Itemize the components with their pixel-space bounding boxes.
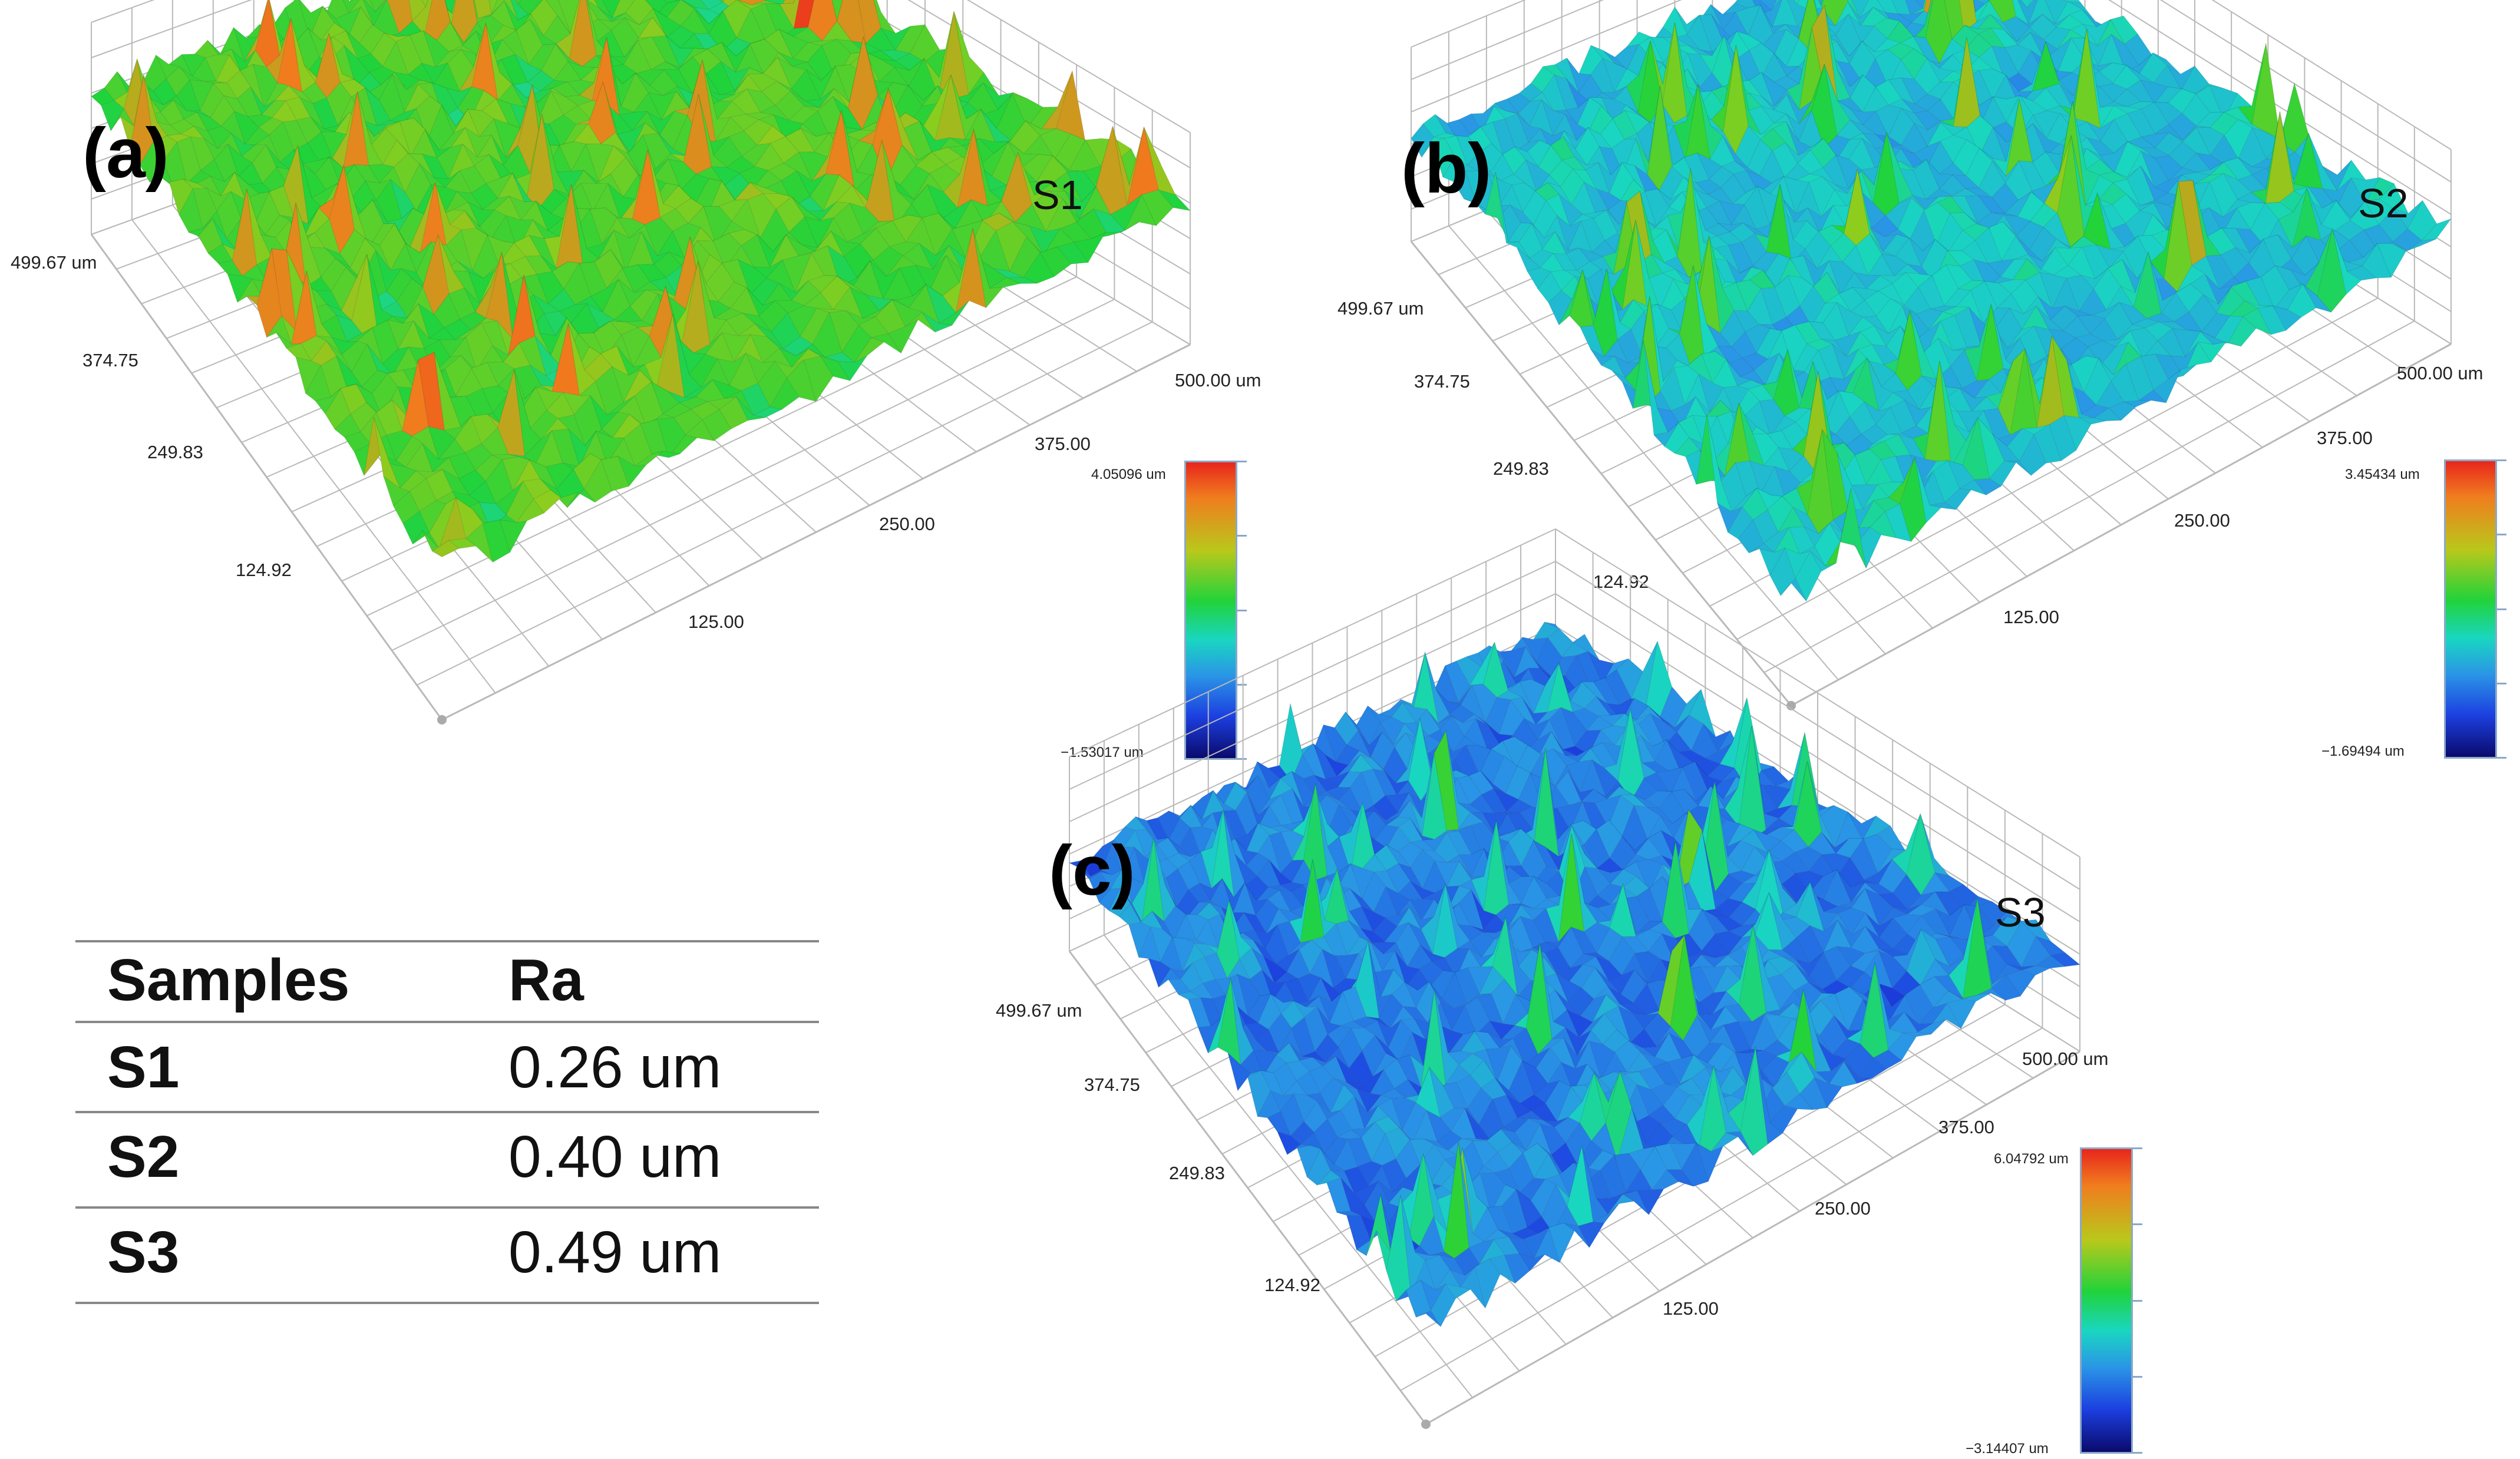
panel-c-sample-label: S3	[1995, 889, 2046, 935]
panel-b-surface	[1411, 0, 2452, 602]
panel-a-scale-min: −1.53017 um	[1061, 745, 1144, 760]
panel-b-x-tick-1: 500.00 um	[2397, 363, 2483, 383]
panel-b-letter: (b)	[1401, 129, 1492, 208]
colorbar-tick	[2497, 459, 2506, 461]
panel-a-sample-label: S1	[1032, 172, 1083, 218]
table-row-1-sample: S1	[107, 1034, 180, 1100]
panel-b-y-tick-2: 374.75	[1414, 371, 1470, 392]
panel-c-x-tick-3: 250.00	[1815, 1198, 1871, 1219]
colorbar-tick	[2133, 1376, 2142, 1378]
table-row-2-sample: S2	[107, 1124, 180, 1190]
panel-a-letter: (a)	[82, 114, 169, 193]
colorbar-tick	[1237, 684, 1247, 686]
colorbar-tick	[2497, 683, 2506, 684]
panel-c-x-tick-1: 500.00 um	[2022, 1048, 2109, 1069]
table-row-1-ra: 0.26 um	[508, 1034, 722, 1100]
panel-b-y-tick-3: 249.83	[1493, 458, 1549, 479]
panel-a-x-tick-4: 125.00	[688, 611, 744, 632]
panel-b-sample-label: S2	[2358, 180, 2409, 226]
table-header-ra: Ra	[508, 947, 584, 1013]
table-top-rule	[75, 940, 819, 942]
table-header-rule	[75, 1021, 819, 1023]
panel-b-y-tick-1: 499.67 um	[1337, 298, 1424, 319]
panel-a-y-tick-3: 249.83	[147, 442, 203, 462]
table-header-samples: Samples	[107, 947, 350, 1013]
colorbar-tick	[2497, 608, 2506, 610]
table-row-rule-2	[75, 1206, 819, 1209]
panel-b-scale-max: 3.45434 um	[2345, 467, 2420, 482]
panel-c-scale-max: 6.04792 um	[1994, 1151, 2069, 1167]
colorbar-tick	[2133, 1300, 2142, 1302]
panel-b-scale-min: −1.69494 um	[2321, 743, 2405, 759]
panel-b-x-tick-2: 375.00	[2317, 428, 2373, 448]
panel-a-y-tick-1: 499.67 um	[11, 252, 97, 273]
table-row-2-ra: 0.40 um	[508, 1124, 722, 1190]
panel-b-colorbar	[2444, 459, 2497, 759]
table-row-3-ra: 0.49 um	[508, 1219, 722, 1285]
panel-c-surface	[1068, 621, 2081, 1328]
colorbar-tick	[1237, 758, 1247, 760]
colorbar-tick	[2133, 1223, 2142, 1225]
panel-a-surface	[91, 0, 1191, 563]
panel-c-y-tick-4: 124.92	[1264, 1275, 1320, 1295]
panel-b-x-tick-4: 125.00	[2003, 607, 2059, 627]
colorbar-tick	[1237, 610, 1247, 611]
panel-c-x-tick-4: 125.00	[1663, 1298, 1719, 1319]
panel-a-y-tick-2: 374.75	[82, 350, 138, 370]
panel-a-scale-max: 4.05096 um	[1091, 467, 1166, 482]
panel-c-letter: (c)	[1049, 831, 1135, 910]
panel-a-x-tick-1: 500.00 um	[1175, 370, 1261, 391]
panel-c-x-tick-2: 375.00	[1938, 1117, 1994, 1137]
colorbar-tick	[2133, 1452, 2142, 1454]
colorbar-tick	[2133, 1147, 2142, 1149]
colorbar-tick	[2497, 757, 2506, 759]
table-bottom-rule	[75, 1302, 819, 1304]
table-row-rule-1	[75, 1111, 819, 1113]
panel-a-x-tick-2: 375.00	[1035, 434, 1091, 454]
table-row-3-sample: S3	[107, 1219, 180, 1285]
colorbar-tick	[1237, 535, 1247, 537]
panel-a-x-tick-3: 250.00	[879, 514, 935, 534]
panel-c-y-tick-3: 249.83	[1169, 1163, 1225, 1183]
panel-c-colorbar	[2080, 1147, 2133, 1454]
colorbar-tick	[2497, 534, 2506, 535]
panel-c-y-tick-1: 499.67 um	[996, 1000, 1082, 1021]
panel-a-y-tick-4: 124.92	[236, 560, 292, 580]
panel-a-colorbar	[1184, 461, 1237, 760]
panel-c-scale-min: −3.14407 um	[1966, 1441, 2049, 1457]
colorbar-tick	[1237, 461, 1247, 462]
panel-b-x-tick-3: 250.00	[2174, 510, 2230, 531]
panel-c-y-tick-2: 374.75	[1084, 1074, 1140, 1095]
